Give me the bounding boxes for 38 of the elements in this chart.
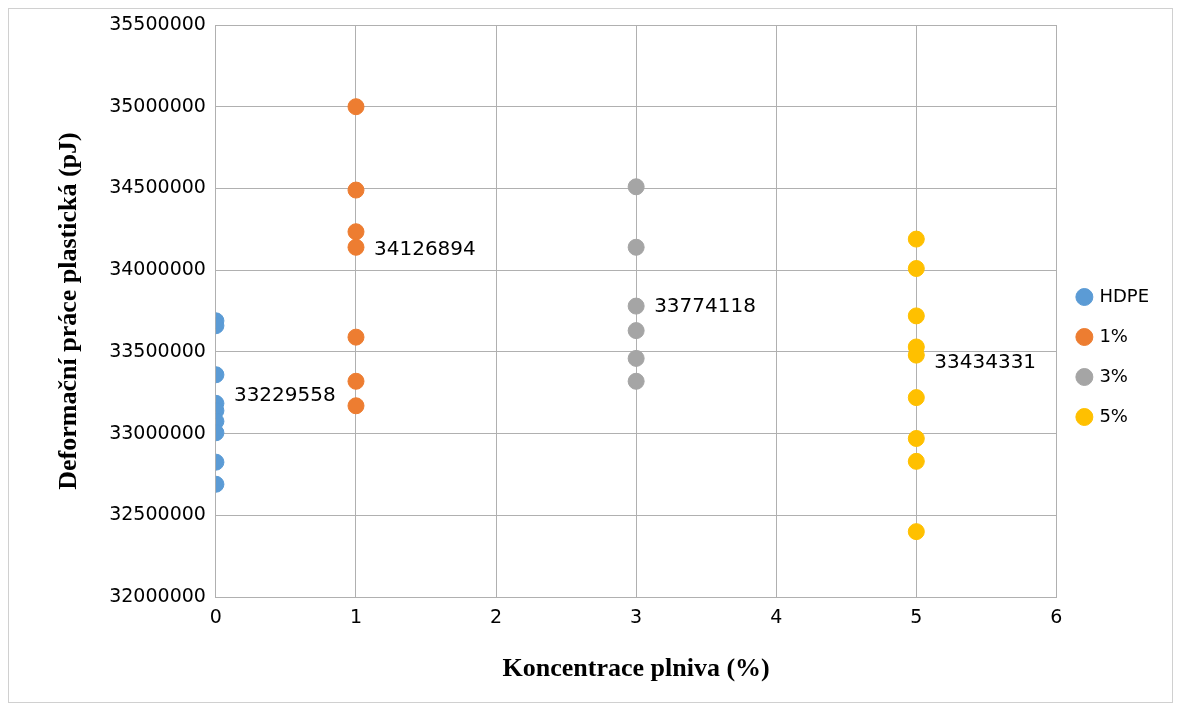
- point: [627, 322, 645, 340]
- legend-label: 5%: [1099, 404, 1128, 426]
- y-tick-label: 32000000: [109, 583, 206, 606]
- point: [907, 429, 925, 447]
- y-tick-label: 35500000: [109, 11, 206, 34]
- y-tick-label: 35000000: [109, 93, 206, 116]
- legend-label: 1%: [1099, 324, 1128, 346]
- point: [627, 372, 645, 390]
- x-tick-label: 1: [349, 605, 363, 628]
- y-tick-label: 33500000: [109, 338, 206, 361]
- y-tick-label: 34000000: [109, 257, 206, 280]
- annotation: 34126894: [373, 235, 476, 260]
- y-tick-label: 32500000: [109, 502, 206, 525]
- y-axis-title: Deformační práce plastická (pJ): [53, 132, 83, 490]
- point: [907, 389, 925, 407]
- point: [907, 230, 925, 248]
- point: [907, 523, 925, 541]
- x-axis-title: Koncentrace plniva (%): [502, 653, 770, 683]
- annotation: 33434331: [934, 348, 1037, 373]
- annotation: 33229558: [233, 382, 336, 407]
- annotation: 33774118: [654, 293, 756, 318]
- x-tick-label: 5: [910, 605, 923, 628]
- point: [627, 349, 645, 367]
- point: [907, 452, 925, 470]
- x-tick-label: 2: [490, 605, 503, 628]
- point: [627, 178, 645, 196]
- point: [627, 238, 645, 256]
- x-tick-label: 4: [770, 605, 783, 628]
- x-tick-label: 0: [209, 605, 222, 628]
- point: [627, 297, 645, 315]
- y-tick-label: 33000000: [109, 420, 206, 443]
- legend-label: HDPE: [1099, 284, 1149, 306]
- x-tick-label: 6: [1050, 605, 1063, 628]
- point: [907, 307, 925, 325]
- legend-label: 3%: [1099, 364, 1128, 386]
- point: [907, 260, 925, 278]
- y-tick-label: 34500000: [109, 175, 206, 198]
- x-tick-label: 3: [630, 605, 643, 628]
